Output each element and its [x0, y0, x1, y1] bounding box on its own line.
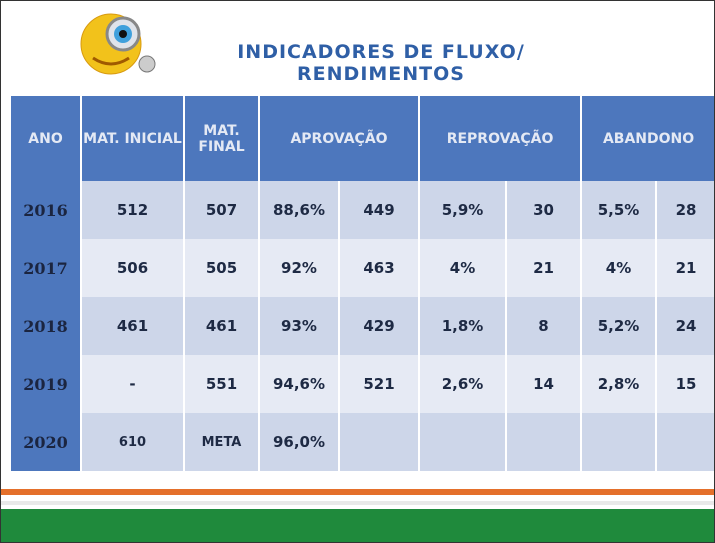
year-cell: 2019 [11, 355, 82, 413]
cell: 14 [506, 355, 583, 413]
cell: 1,8% [419, 297, 508, 355]
cell: 5,2% [581, 297, 658, 355]
year-cell: 2018 [11, 297, 82, 355]
cell [419, 413, 508, 471]
cell: 21 [506, 239, 583, 297]
cell: 461 [184, 297, 260, 355]
table-row: 2016 512 507 88,6% 449 5,9% 30 5,5% 28 [11, 181, 714, 239]
cell: 94,6% [259, 355, 340, 413]
cell: 521 [339, 355, 421, 413]
cell: 463 [339, 239, 421, 297]
cell: 506 [81, 239, 185, 297]
table-row: 2017 506 505 92% 463 4% 21 4% 21 [11, 239, 714, 297]
cell: 96,0% [259, 413, 340, 471]
header-row: ANO MAT. INICIAL MAT. FINAL APROVAÇÃO REPROV… [11, 96, 714, 181]
year-cell: 2017 [11, 239, 82, 297]
cell: 93% [259, 297, 340, 355]
cell: 551 [184, 355, 260, 413]
cell: 507 [184, 181, 260, 239]
grey-stripe [1, 501, 714, 505]
cell: 2,8% [581, 355, 658, 413]
cell [506, 413, 583, 471]
cell: 429 [339, 297, 421, 355]
cell: 8 [506, 297, 583, 355]
cell: 4% [419, 239, 508, 297]
orange-stripe [1, 489, 714, 495]
cell [656, 413, 714, 471]
title-line: RENDIMENTOS [297, 63, 465, 85]
table-row: 2020 610 META 96,0% [11, 413, 714, 471]
column-header: MAT. INICIAL [81, 96, 185, 181]
title: INDICADORES DE FLUXO/ RENDIMENTOS [191, 41, 571, 85]
cell: 505 [184, 239, 260, 297]
green-band [1, 509, 714, 542]
cell: 5,5% [581, 181, 658, 239]
cell: 88,6% [259, 181, 340, 239]
cell: 449 [339, 181, 421, 239]
column-header: MAT. FINAL [184, 96, 260, 181]
cell: META [184, 413, 260, 471]
cell: 512 [81, 181, 185, 239]
cell: 5,9% [419, 181, 508, 239]
cell: 30 [506, 181, 583, 239]
cell: - [81, 355, 185, 413]
column-header: ANO [11, 96, 82, 181]
year-cell: 2016 [11, 181, 82, 239]
cell: 610 [81, 413, 185, 471]
cell: 2,6% [419, 355, 508, 413]
cell: 15 [656, 355, 714, 413]
emoji-icon [80, 13, 156, 75]
cell [339, 413, 421, 471]
column-header: REPROVAÇÃO [419, 96, 583, 181]
cell: 24 [656, 297, 714, 355]
table-row: 2019-551 94,6% 521 2,6% 14 2,8% 15 [11, 355, 714, 413]
title-line: INDICADORES DE FLUXO/ [237, 41, 525, 63]
cell [581, 413, 658, 471]
cell: 92% [259, 239, 340, 297]
cell: 461 [81, 297, 185, 355]
cell: 21 [656, 239, 714, 297]
column-header: APROVAÇÃO [259, 96, 421, 181]
cell: 28 [656, 181, 714, 239]
year-cell: 2020 [11, 413, 82, 471]
cell: 4% [581, 239, 658, 297]
table: ANO MAT. INICIAL MAT. FINAL APROVAÇÃO REPROV… [11, 96, 714, 471]
table-row: 2018 461 461 93% 429 1,8% 8 5,2% 24 [11, 297, 714, 355]
column-header: ABANDONO [581, 96, 714, 181]
